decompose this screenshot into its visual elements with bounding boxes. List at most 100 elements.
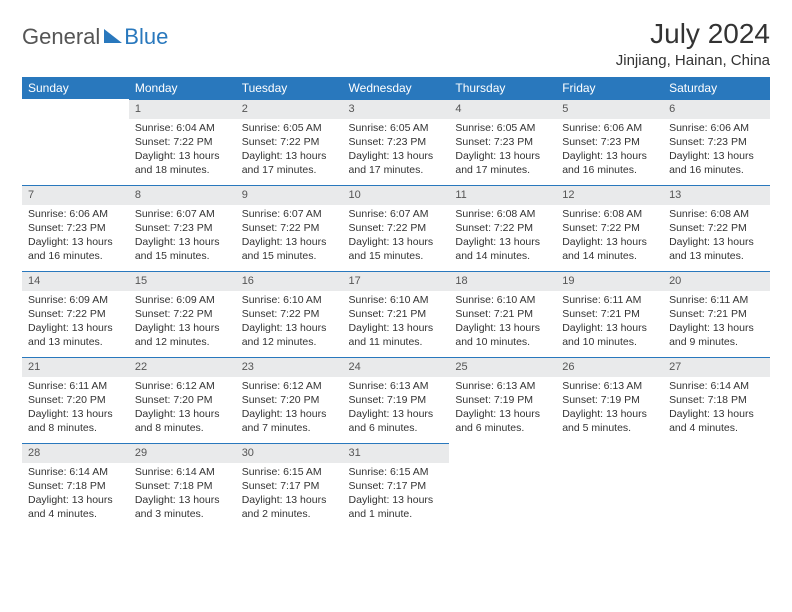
day-line-ss: Sunset: 7:20 PM [242, 393, 337, 407]
day-line-ss: Sunset: 7:17 PM [349, 479, 444, 493]
day-line-ss: Sunset: 7:22 PM [669, 221, 764, 235]
day-number: 15 [129, 271, 236, 291]
calendar-day-empty [556, 443, 663, 529]
day-content: Sunrise: 6:14 AMSunset: 7:18 PMDaylight:… [129, 463, 236, 528]
day-number: 21 [22, 357, 129, 377]
day-number: 9 [236, 185, 343, 205]
calendar-day: 18Sunrise: 6:10 AMSunset: 7:21 PMDayligh… [449, 271, 556, 357]
header: General Blue July 2024 Jinjiang, Hainan,… [22, 18, 770, 69]
day-number: 24 [343, 357, 450, 377]
day-line-sr: Sunrise: 6:09 AM [28, 293, 123, 307]
day-line-ss: Sunset: 7:19 PM [562, 393, 657, 407]
weekday-header: Saturday [663, 77, 770, 99]
day-line-sr: Sunrise: 6:05 AM [349, 121, 444, 135]
weekday-row: SundayMondayTuesdayWednesdayThursdayFrid… [22, 77, 770, 99]
day-line-ss: Sunset: 7:19 PM [455, 393, 550, 407]
day-content: Sunrise: 6:15 AMSunset: 7:17 PMDaylight:… [343, 463, 450, 528]
day-number: 27 [663, 357, 770, 377]
calendar-day: 16Sunrise: 6:10 AMSunset: 7:22 PMDayligh… [236, 271, 343, 357]
month-title: July 2024 [616, 18, 770, 50]
day-line-ss: Sunset: 7:20 PM [28, 393, 123, 407]
day-content: Sunrise: 6:14 AMSunset: 7:18 PMDaylight:… [22, 463, 129, 528]
day-number: 18 [449, 271, 556, 291]
day-content: Sunrise: 6:12 AMSunset: 7:20 PMDaylight:… [129, 377, 236, 442]
day-line-sr: Sunrise: 6:06 AM [669, 121, 764, 135]
weekday-header: Monday [129, 77, 236, 99]
day-line-d2: and 12 minutes. [242, 335, 337, 349]
day-line-ss: Sunset: 7:20 PM [135, 393, 230, 407]
day-line-d1: Daylight: 13 hours [669, 407, 764, 421]
calendar-day: 2Sunrise: 6:05 AMSunset: 7:22 PMDaylight… [236, 99, 343, 185]
day-line-sr: Sunrise: 6:04 AM [135, 121, 230, 135]
day-line-ss: Sunset: 7:22 PM [242, 221, 337, 235]
day-line-sr: Sunrise: 6:13 AM [562, 379, 657, 393]
day-line-d1: Daylight: 13 hours [242, 149, 337, 163]
calendar-head: SundayMondayTuesdayWednesdayThursdayFrid… [22, 77, 770, 99]
day-line-d1: Daylight: 13 hours [455, 235, 550, 249]
day-line-d2: and 15 minutes. [135, 249, 230, 263]
calendar-day: 29Sunrise: 6:14 AMSunset: 7:18 PMDayligh… [129, 443, 236, 529]
day-content: Sunrise: 6:09 AMSunset: 7:22 PMDaylight:… [129, 291, 236, 356]
day-line-sr: Sunrise: 6:12 AM [135, 379, 230, 393]
calendar-day: 13Sunrise: 6:08 AMSunset: 7:22 PMDayligh… [663, 185, 770, 271]
day-line-sr: Sunrise: 6:08 AM [455, 207, 550, 221]
calendar-week: 28Sunrise: 6:14 AMSunset: 7:18 PMDayligh… [22, 443, 770, 529]
day-content: Sunrise: 6:05 AMSunset: 7:23 PMDaylight:… [343, 119, 450, 184]
logo-triangle-icon [104, 29, 122, 43]
day-number: 30 [236, 443, 343, 463]
day-line-sr: Sunrise: 6:10 AM [242, 293, 337, 307]
calendar-body: 1Sunrise: 6:04 AMSunset: 7:22 PMDaylight… [22, 99, 770, 529]
calendar-day: 23Sunrise: 6:12 AMSunset: 7:20 PMDayligh… [236, 357, 343, 443]
day-line-d2: and 15 minutes. [349, 249, 444, 263]
calendar-day: 26Sunrise: 6:13 AMSunset: 7:19 PMDayligh… [556, 357, 663, 443]
day-number: 22 [129, 357, 236, 377]
day-line-d1: Daylight: 13 hours [135, 407, 230, 421]
day-number: 6 [663, 99, 770, 119]
day-content: Sunrise: 6:06 AMSunset: 7:23 PMDaylight:… [22, 205, 129, 270]
day-line-ss: Sunset: 7:18 PM [28, 479, 123, 493]
calendar-day-empty [22, 99, 129, 185]
day-number: 19 [556, 271, 663, 291]
day-line-d2: and 6 minutes. [455, 421, 550, 435]
calendar-week: 14Sunrise: 6:09 AMSunset: 7:22 PMDayligh… [22, 271, 770, 357]
day-line-d2: and 13 minutes. [28, 335, 123, 349]
calendar-day: 6Sunrise: 6:06 AMSunset: 7:23 PMDaylight… [663, 99, 770, 185]
calendar-day: 27Sunrise: 6:14 AMSunset: 7:18 PMDayligh… [663, 357, 770, 443]
day-number: 5 [556, 99, 663, 119]
day-content: Sunrise: 6:08 AMSunset: 7:22 PMDaylight:… [663, 205, 770, 270]
calendar-day-empty [663, 443, 770, 529]
day-line-d2: and 10 minutes. [455, 335, 550, 349]
day-line-sr: Sunrise: 6:11 AM [669, 293, 764, 307]
day-line-d1: Daylight: 13 hours [455, 407, 550, 421]
day-number: 17 [343, 271, 450, 291]
day-content: Sunrise: 6:14 AMSunset: 7:18 PMDaylight:… [663, 377, 770, 442]
calendar-day: 12Sunrise: 6:08 AMSunset: 7:22 PMDayligh… [556, 185, 663, 271]
day-content: Sunrise: 6:07 AMSunset: 7:22 PMDaylight:… [343, 205, 450, 270]
day-line-d2: and 17 minutes. [242, 163, 337, 177]
day-content: Sunrise: 6:13 AMSunset: 7:19 PMDaylight:… [449, 377, 556, 442]
calendar-week: 1Sunrise: 6:04 AMSunset: 7:22 PMDaylight… [22, 99, 770, 185]
day-line-sr: Sunrise: 6:14 AM [28, 465, 123, 479]
day-line-sr: Sunrise: 6:14 AM [669, 379, 764, 393]
day-line-d1: Daylight: 13 hours [562, 235, 657, 249]
day-line-d2: and 6 minutes. [349, 421, 444, 435]
day-line-sr: Sunrise: 6:07 AM [242, 207, 337, 221]
day-line-d1: Daylight: 13 hours [135, 235, 230, 249]
day-line-d1: Daylight: 13 hours [28, 321, 123, 335]
day-line-ss: Sunset: 7:22 PM [562, 221, 657, 235]
weekday-header: Wednesday [343, 77, 450, 99]
day-content: Sunrise: 6:11 AMSunset: 7:21 PMDaylight:… [663, 291, 770, 356]
day-line-ss: Sunset: 7:21 PM [349, 307, 444, 321]
calendar-day: 1Sunrise: 6:04 AMSunset: 7:22 PMDaylight… [129, 99, 236, 185]
day-line-d2: and 4 minutes. [669, 421, 764, 435]
day-line-d1: Daylight: 13 hours [562, 321, 657, 335]
calendar-day: 24Sunrise: 6:13 AMSunset: 7:19 PMDayligh… [343, 357, 450, 443]
day-line-sr: Sunrise: 6:10 AM [349, 293, 444, 307]
day-content: Sunrise: 6:07 AMSunset: 7:22 PMDaylight:… [236, 205, 343, 270]
day-number: 26 [556, 357, 663, 377]
day-line-d2: and 2 minutes. [242, 507, 337, 521]
calendar-day-empty [449, 443, 556, 529]
calendar-day: 31Sunrise: 6:15 AMSunset: 7:17 PMDayligh… [343, 443, 450, 529]
day-content: Sunrise: 6:13 AMSunset: 7:19 PMDaylight:… [556, 377, 663, 442]
calendar-day: 11Sunrise: 6:08 AMSunset: 7:22 PMDayligh… [449, 185, 556, 271]
